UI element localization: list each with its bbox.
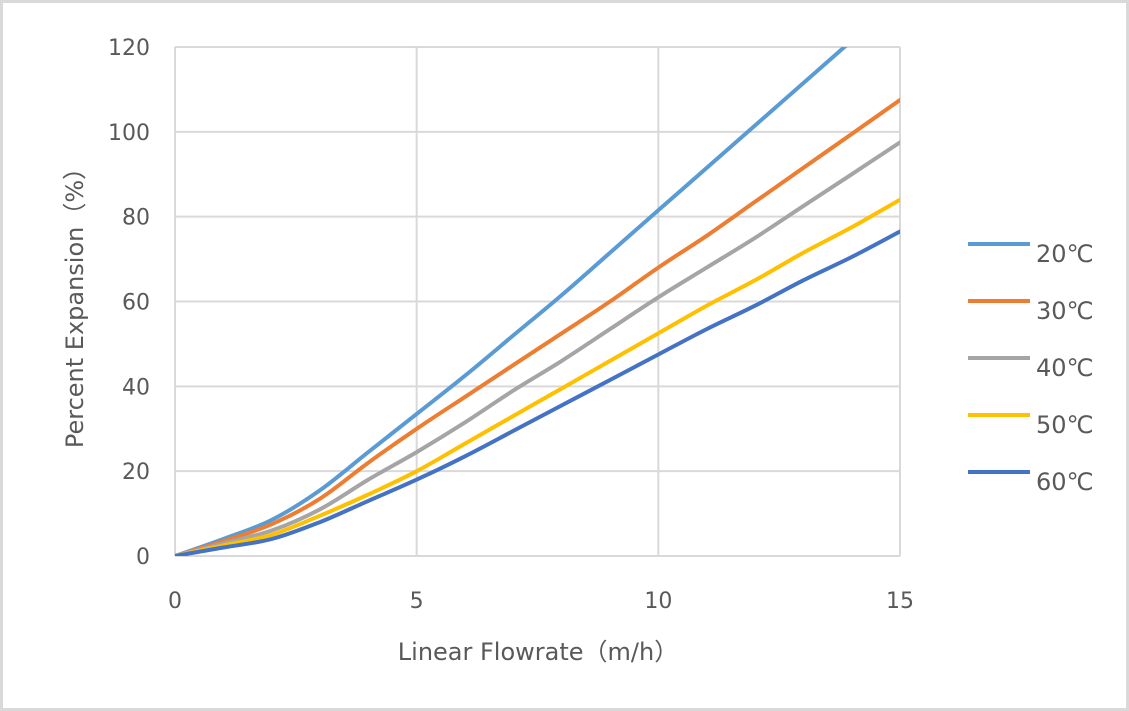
x-axis-ticks: 0 5 10 15 [168,589,914,614]
series-line [175,140,900,556]
legend-label: 40℃ [1036,354,1094,382]
y-tick-label: 80 [122,206,150,231]
legend-label: 20℃ [1036,240,1094,268]
series-lines [175,47,900,556]
y-tick-label: 60 [122,291,150,316]
x-axis-title: Linear Flowrate（m/h） [398,638,678,666]
legend-label: 60℃ [1036,468,1094,496]
y-tick-label: 120 [108,36,150,61]
y-axis-ticks: 0 20 40 60 80 100 120 [108,36,150,570]
x-tick-label: 5 [410,589,424,614]
x-tick-label: 10 [644,589,672,614]
y-tick-label: 40 [122,375,150,400]
y-tick-label: 100 [108,121,150,146]
legend-label: 30℃ [1036,297,1094,325]
grid-lines [174,46,901,557]
x-tick-label: 15 [886,589,914,614]
series-line [175,98,900,556]
series-line [175,47,848,556]
y-tick-label: 0 [136,545,150,570]
y-axis-title: Percent Expansion（%） [61,156,89,448]
legend: 20℃ 30℃ 40℃ 50℃ 60℃ [968,240,1094,496]
x-tick-label: 0 [168,589,182,614]
y-tick-label: 20 [122,460,150,485]
series-line [175,197,900,556]
series-line [175,229,900,556]
legend-label: 50℃ [1036,411,1094,439]
